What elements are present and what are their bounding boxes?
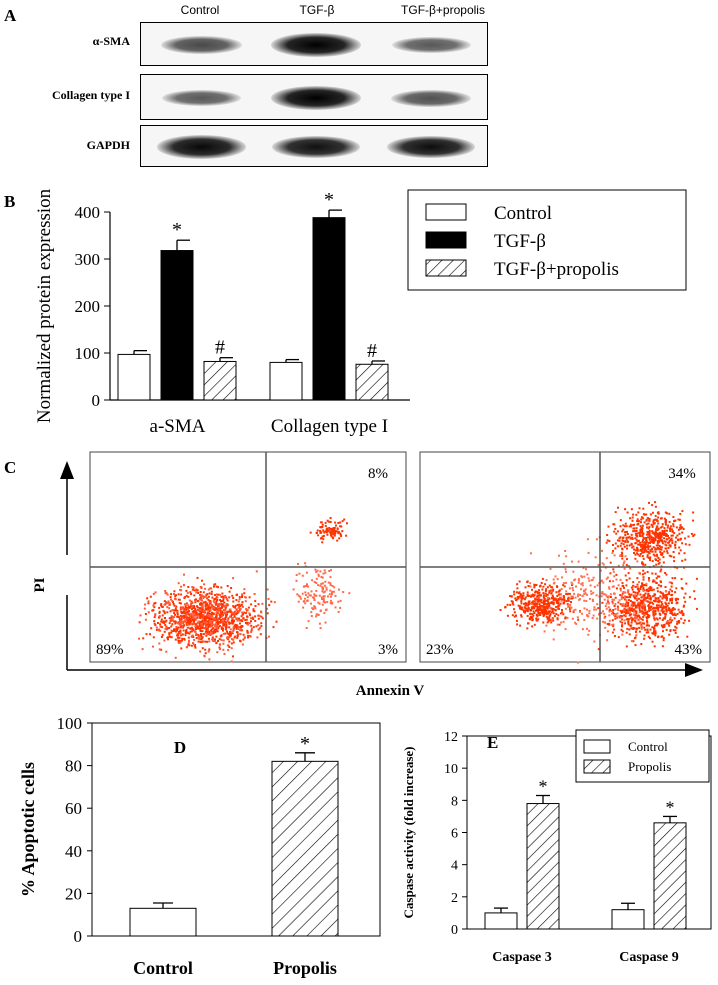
caspase-activity-chart: E 0 2 4 6 8 10 12 Caspase activity (fold increas… [401,729,712,965]
significance-mark: * [539,777,548,797]
blot-label-gapdh: GAPDH [86,138,130,152]
flow-plot-2: 34% 23% 43% [419,451,711,664]
annexin-axis-label: Annexin V [356,683,425,699]
y-tick-label: 100 [75,344,101,363]
flow-plot-frame [89,451,407,663]
blot-label-collagen: Collagen type I [52,88,130,102]
gapdh-blot [140,125,488,167]
x-category-label: Collagen type I [271,416,388,437]
x-category-label: Control [133,958,193,978]
bar-hatch [526,803,560,930]
bar-hatch [271,760,339,937]
y-tick-label: 0 [74,927,83,946]
significance-mark: # [367,340,377,362]
lane-label-control: Control [180,3,220,17]
arrow-right-icon [685,663,703,677]
y-tick-label: 200 [75,297,101,316]
quadrant-lower-right-label: 43% [675,642,703,658]
panel-a-letter: A [4,6,17,25]
bar-hatch [203,360,237,401]
y-tick-label: 40 [65,842,82,861]
blot-band [271,86,361,110]
protein-expression-chart: 0 100 200 300 400 Normalized protein expressi… [34,188,687,437]
y-axis-label: % Apoptotic cells [18,762,38,897]
bar-black [312,217,346,401]
y-axis-label: Normalized protein expression [34,188,55,423]
legend-label: Control [628,739,668,754]
legend-label: TGF-β [494,231,546,252]
x-category-label: Caspase 3 [492,950,552,965]
significance-mark: * [172,219,182,241]
bar-white [117,353,151,401]
y-tick-label: 8 [451,794,458,809]
y-tick-label: 10 [444,762,458,777]
blot-band [161,89,241,107]
y-axis-label: Caspase activity (fold increase) [401,747,416,919]
significance-mark: * [300,733,310,755]
bar-hatch [355,363,389,401]
flow-plot-1: 8% 89% 3% [89,451,407,663]
y-tick-label: 4 [451,859,458,874]
legend-swatch [583,739,611,754]
y-tick-label: 20 [65,884,82,903]
y-tick-label: 2 [451,891,458,906]
legend-swatch [425,231,467,249]
y-tick-label: 6 [451,827,458,842]
blot-band [386,135,476,159]
y-tick-label: 0 [451,923,458,938]
lane-label-tgf-beta: TGF-β [299,3,335,17]
plot-frame [91,722,381,937]
bar-white [611,909,645,930]
bar-white [484,912,518,930]
y-tick-label: 12 [444,730,458,745]
quadrant-lower-left-label: 89% [96,642,124,658]
significance-mark: * [324,189,334,211]
significance-mark: # [215,337,225,359]
bar-white [129,907,197,937]
bar-hatch [653,822,687,930]
blot-band [156,135,246,159]
blot-band [272,135,360,159]
quadrant-upper-right-label: 34% [668,466,696,482]
legend-label: Control [494,203,552,224]
legend-swatch [425,203,467,221]
arrow-up-icon [60,461,74,479]
legend-box [575,729,710,783]
bar-white [269,361,303,401]
quadrant-upper-right-label: 8% [368,466,388,482]
panel-d-letter: D [174,738,186,757]
panel-c-letter: C [4,458,17,477]
x-category-label: Propolis [273,958,337,978]
significance-mark: * [666,797,675,817]
panel-b-letter: B [4,192,16,211]
legend-label: Propolis [628,759,671,774]
alpha-sma-blot [140,22,488,66]
y-tick-label: 300 [75,250,101,269]
pi-axis-label: PI [32,577,48,592]
legend-label: TGF-β+propolis [494,259,619,280]
quadrant-lower-left-label: 23% [426,642,454,658]
blot-band [271,33,361,57]
blot-label-alpha-sma: α-SMA [92,34,130,48]
legend-swatch [583,759,611,774]
y-tick-label: 100 [57,714,83,733]
y-tick-label: 0 [92,391,101,410]
collagen-blot [140,74,488,120]
legend-swatch [425,259,467,277]
panel-e-letter: E [487,733,498,752]
apoptotic-cells-chart: D 0 20 40 60 80 100 % Apoptotic cells Control * Pr… [18,714,381,978]
bar-black [160,250,194,401]
quadrant-lower-right-label: 3% [378,642,398,658]
flow-cytometry-panel: PI Annexin V 8% 89% 3% 34% 23% 43% [32,451,711,699]
x-category-label: Caspase 9 [619,950,679,965]
y-tick-label: 400 [75,203,101,222]
blot-band [391,36,471,54]
blot-band [160,36,242,54]
y-tick-label: 60 [65,799,82,818]
blot-band [391,89,471,107]
lane-label-tgf-beta-propolis: TGF-β+propolis [401,3,485,17]
y-tick-label: 80 [65,757,82,776]
x-category-label: a-SMA [150,416,206,437]
